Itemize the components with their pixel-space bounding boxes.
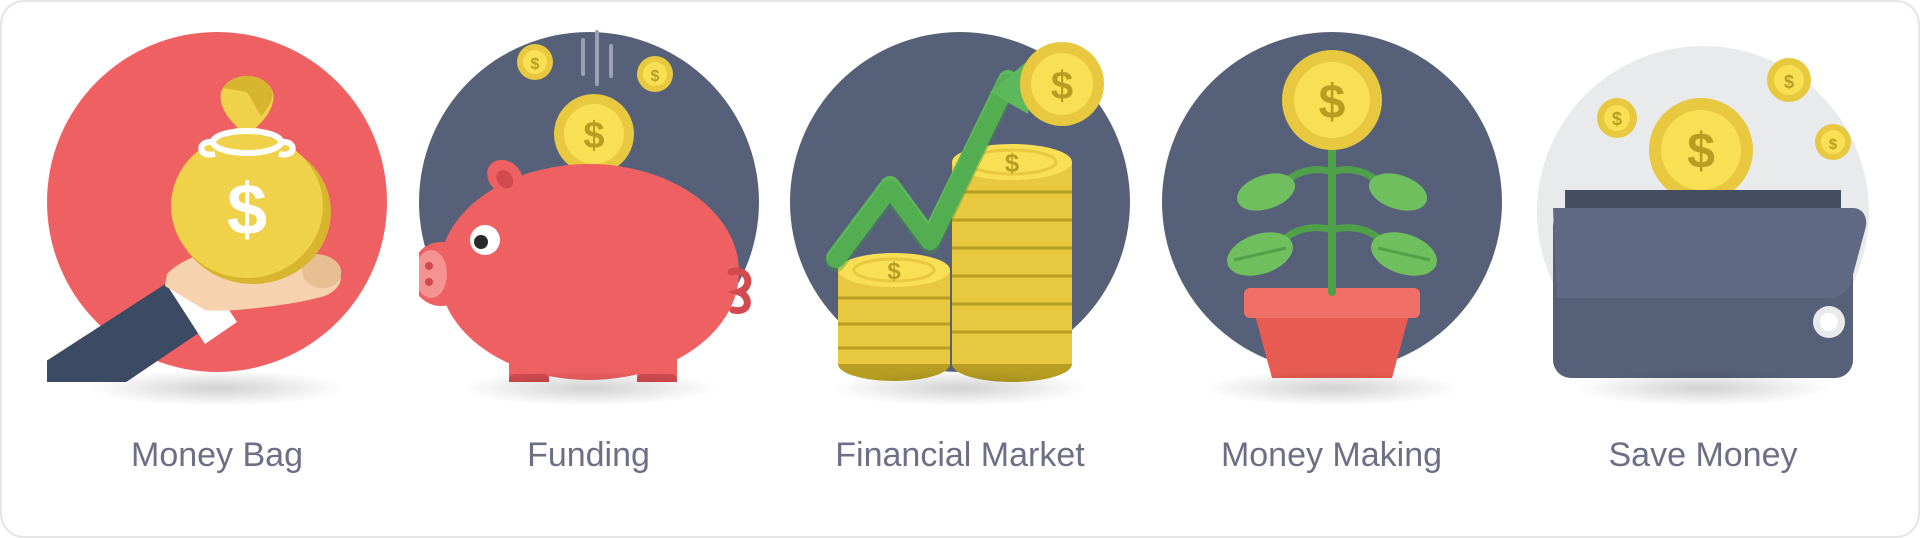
svg-text:$: $ (583, 115, 604, 157)
funding-icon: $ $ $ (419, 22, 759, 382)
svg-text:$: $ (1051, 64, 1073, 108)
svg-text:$: $ (227, 170, 267, 250)
svg-text:$: $ (650, 68, 659, 85)
svg-text:$: $ (1005, 148, 1020, 178)
save-money-icon: $ $ $ $ (1533, 22, 1873, 382)
item-money-bag: $ Money Bag (42, 22, 392, 475)
svg-text:$: $ (1829, 136, 1838, 153)
svg-text:$: $ (1687, 123, 1715, 179)
financial-market-icon: $ $ (790, 22, 1130, 382)
coin-stack-left: $ (838, 253, 950, 381)
label-save-money: Save Money (1609, 436, 1798, 475)
label-money-making: Money Making (1221, 436, 1442, 475)
item-funding: $ $ $ (414, 22, 764, 475)
item-money-making: $ Money Making (1157, 22, 1507, 475)
item-financial-market: $ $ (785, 22, 1135, 475)
icon-set-frame: $ Money Bag $ $ (0, 0, 1920, 538)
svg-text:$: $ (530, 56, 539, 73)
label-money-bag: Money Bag (131, 436, 303, 475)
svg-text:$: $ (1318, 76, 1345, 129)
svg-text:$: $ (887, 258, 901, 285)
label-financial-market: Financial Market (835, 436, 1084, 475)
svg-text:$: $ (1784, 72, 1794, 92)
money-making-icon: $ (1162, 22, 1502, 382)
item-save-money: $ $ $ $ Save Money (1528, 22, 1878, 475)
svg-text:$: $ (1612, 109, 1622, 129)
money-bag-icon: $ (47, 22, 387, 382)
label-funding: Funding (527, 436, 650, 475)
